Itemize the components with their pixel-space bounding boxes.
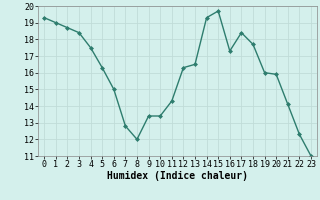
- X-axis label: Humidex (Indice chaleur): Humidex (Indice chaleur): [107, 171, 248, 181]
